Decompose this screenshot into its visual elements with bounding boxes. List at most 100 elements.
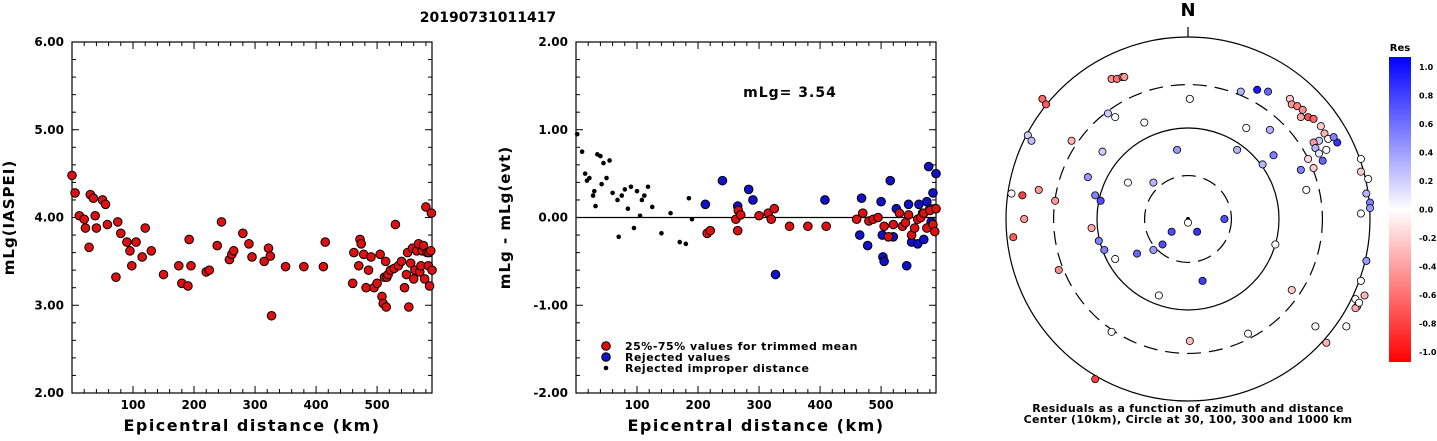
x-tick-label: 100 bbox=[120, 398, 145, 412]
rejected-point bbox=[928, 188, 938, 198]
data-point bbox=[419, 274, 430, 284]
data-point bbox=[228, 246, 239, 256]
improper-distance-point bbox=[634, 188, 640, 194]
data-point bbox=[349, 247, 359, 258]
station-residual-point bbox=[1034, 185, 1043, 194]
station-residual-point bbox=[1362, 256, 1371, 265]
data-point bbox=[88, 193, 99, 203]
station-residual-point bbox=[1258, 160, 1267, 169]
station-residual-point bbox=[1083, 173, 1092, 182]
north-label: N bbox=[1180, 0, 1195, 21]
rejected-point bbox=[748, 195, 758, 205]
improper-distance-point bbox=[686, 195, 692, 201]
colorbar-tick-label: -0.4 bbox=[1419, 263, 1437, 272]
data-point bbox=[381, 302, 392, 312]
y-tick-label: 4.00 bbox=[34, 211, 64, 225]
station-residual-point bbox=[1185, 94, 1194, 103]
y-tick-label: 2.00 bbox=[34, 386, 64, 400]
improper-distance-point bbox=[607, 158, 612, 163]
improper-distance-point bbox=[677, 239, 683, 245]
improper-distance-point bbox=[625, 206, 631, 212]
data-point bbox=[186, 260, 196, 271]
data-point bbox=[131, 237, 141, 247]
improper-distance-point bbox=[587, 175, 592, 181]
data-point bbox=[361, 282, 371, 293]
data-point bbox=[318, 261, 329, 272]
rejected-point bbox=[862, 240, 873, 251]
colorbar-tick-label: -0.6 bbox=[1419, 291, 1437, 300]
improper-distance-point bbox=[592, 188, 597, 194]
trimmed-mean-point bbox=[851, 214, 862, 225]
station-residual-point bbox=[1304, 154, 1313, 163]
x-tick-label: 400 bbox=[304, 398, 329, 412]
improper-distance-point bbox=[579, 149, 585, 154]
station-residual-point bbox=[1316, 122, 1325, 131]
data-point bbox=[408, 274, 419, 284]
y-axis-label: mLg(IASPEI) bbox=[0, 160, 18, 275]
data-point bbox=[404, 302, 414, 312]
station-residual-point bbox=[1298, 105, 1307, 114]
station-residual-point bbox=[1362, 189, 1371, 198]
rejected-point bbox=[856, 193, 867, 203]
data-point bbox=[79, 214, 90, 225]
data-point bbox=[372, 278, 382, 289]
station-residual-point bbox=[1018, 191, 1027, 200]
data-point bbox=[299, 261, 309, 272]
improper-distance-point bbox=[599, 181, 604, 187]
station-residual-point bbox=[1103, 109, 1112, 118]
rejected-point bbox=[770, 269, 781, 280]
improper-distance-point bbox=[649, 204, 655, 210]
data-point bbox=[424, 281, 435, 291]
station-residual-point bbox=[1265, 125, 1274, 134]
plot-frame bbox=[71, 41, 433, 394]
legend-marker bbox=[601, 341, 611, 351]
data-point bbox=[263, 243, 274, 254]
trimmed-mean-point bbox=[732, 225, 743, 236]
trimmed-mean-point bbox=[754, 210, 764, 221]
station-residual-point bbox=[1198, 276, 1207, 285]
improper-distance-point bbox=[683, 241, 689, 247]
improper-distance-point bbox=[601, 160, 606, 166]
data-point bbox=[427, 265, 437, 275]
station-residual-point bbox=[1351, 304, 1360, 313]
improper-distance-point bbox=[615, 197, 620, 203]
station-residual-point bbox=[1356, 154, 1365, 163]
colorbar bbox=[1389, 57, 1411, 362]
station-residual-point bbox=[1355, 298, 1364, 307]
improper-distance-point bbox=[622, 187, 628, 192]
legend-marker bbox=[603, 365, 609, 371]
trimmed-mean-point bbox=[879, 221, 889, 232]
improper-distance-point bbox=[639, 197, 645, 203]
station-residual-point bbox=[1322, 145, 1331, 154]
rejected-point bbox=[931, 168, 941, 179]
data-point bbox=[173, 260, 184, 271]
data-point bbox=[102, 219, 113, 230]
y-tick-label: 5.00 bbox=[34, 123, 64, 137]
station-residual-point bbox=[1315, 149, 1324, 158]
data-point bbox=[116, 228, 126, 239]
station-residual-point bbox=[1356, 209, 1365, 218]
panel-magnitude-vs-distance: 2.00 3.00 4.00 5.00 6.00 100 200 300 400 500 Epice… bbox=[0, 35, 437, 435]
data-point bbox=[320, 237, 331, 247]
rejected-point bbox=[879, 256, 889, 267]
trimmed-mean-point bbox=[873, 212, 883, 223]
station-residual-point bbox=[1320, 129, 1329, 138]
improper-distance-point bbox=[590, 193, 596, 198]
station-residual-point bbox=[1098, 147, 1107, 156]
improper-distance-point bbox=[628, 184, 634, 190]
trimmed-mean-point bbox=[931, 203, 941, 214]
x-tick-label: 400 bbox=[808, 398, 833, 412]
station-residual-point bbox=[1054, 265, 1063, 274]
station-residual-point bbox=[1293, 102, 1302, 111]
panel-residual-vs-distance: -2.00 -1.00 0.00 1.00 2.00 100 200 300 400 500 Epi… bbox=[496, 35, 941, 435]
data-point bbox=[259, 256, 270, 267]
magnitude-annotation: mLg= 3.54 bbox=[743, 85, 837, 101]
station-residual-point bbox=[1318, 156, 1327, 165]
rejected-point bbox=[743, 184, 754, 195]
station-residual-point bbox=[1184, 218, 1193, 227]
station-residual-point bbox=[1027, 136, 1036, 145]
panel-azimuth-polar-plot: N Residuals as a function of azimuth and … bbox=[1005, 0, 1375, 426]
data-point bbox=[405, 258, 416, 268]
trimmed-mean-point bbox=[769, 203, 780, 214]
y-tick-label: 6.00 bbox=[34, 35, 64, 49]
